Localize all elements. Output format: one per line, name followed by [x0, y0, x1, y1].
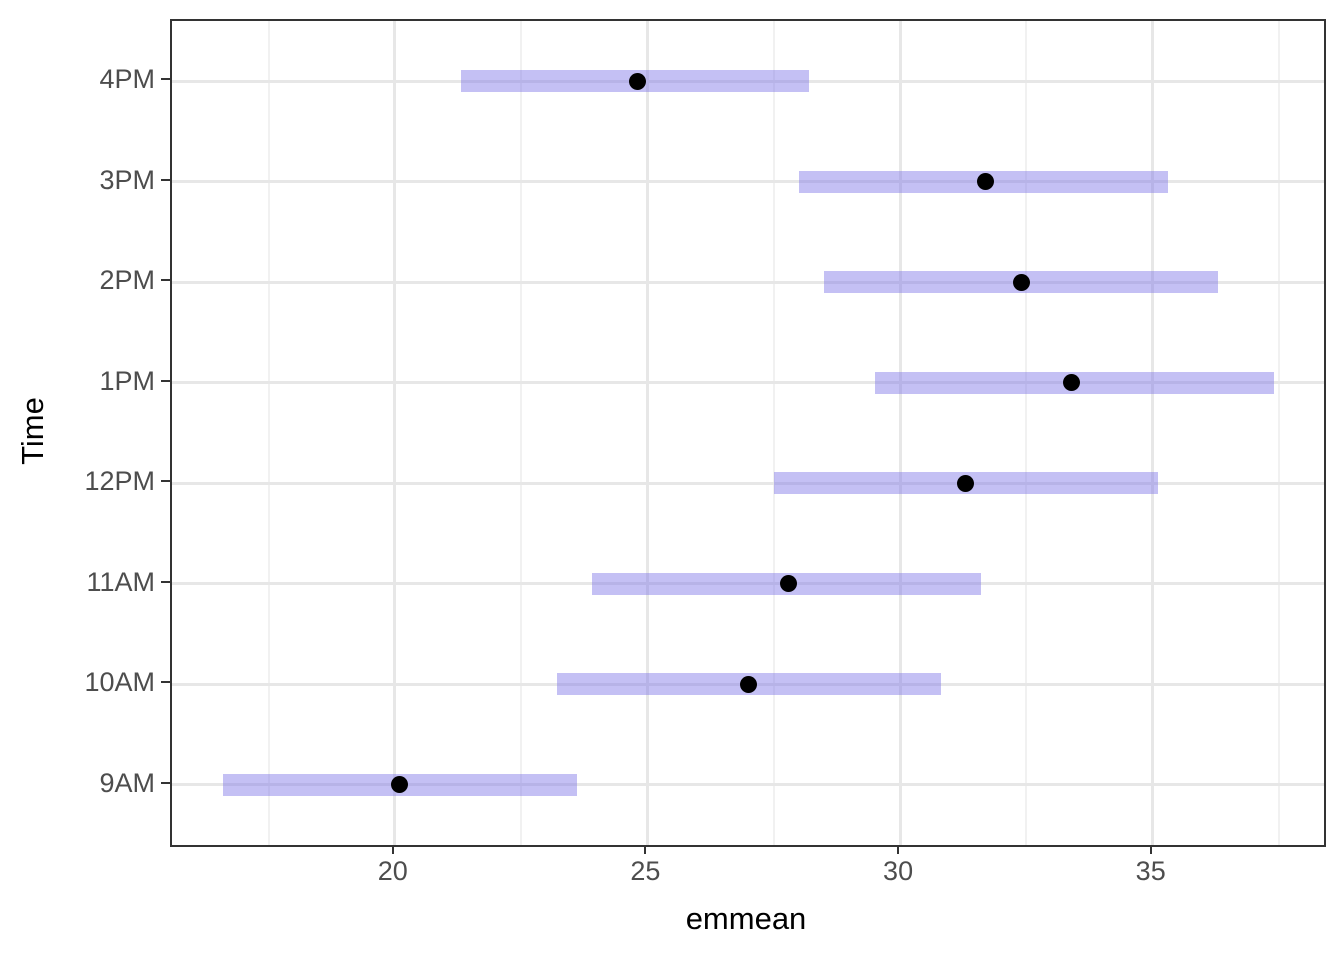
y-tick-label: 9AM: [99, 767, 155, 798]
x-tick-label: 20: [377, 856, 408, 886]
y-tick-label: 10AM: [84, 667, 155, 698]
y-tick-label: 12PM: [84, 466, 155, 497]
gridline-major-horizontal: [172, 783, 1324, 787]
y-tick-label: 2PM: [99, 265, 155, 296]
gridline-minor-vertical: [1278, 21, 1281, 845]
gridline-minor-vertical: [1025, 21, 1028, 845]
emmean-point: [740, 675, 757, 693]
x-axis-title: emmean: [685, 901, 807, 936]
x-axis-tick: [897, 845, 900, 854]
y-tick-label: 1PM: [99, 365, 155, 396]
emmean-point: [957, 474, 975, 492]
x-tick-label: 30: [883, 856, 914, 886]
x-tick-label: 25: [630, 856, 661, 886]
emmean-point: [391, 776, 409, 794]
y-tick-label: 3PM: [99, 164, 155, 195]
x-axis-tick: [644, 845, 647, 854]
plot-panel: [170, 19, 1326, 847]
gridline-major-vertical: [1151, 21, 1155, 845]
y-tick-label: 4PM: [99, 64, 155, 95]
y-axis-tick: [161, 379, 170, 382]
gridline-major-horizontal: [172, 79, 1324, 83]
y-axis-title: Time: [15, 397, 50, 465]
gridline-major-horizontal: [172, 481, 1324, 485]
emmean-point: [1012, 273, 1030, 291]
y-axis-tick: [161, 681, 170, 684]
gridline-major-horizontal: [172, 582, 1324, 586]
gridline-major-vertical: [645, 21, 649, 845]
gridline-minor-vertical: [267, 21, 270, 845]
emmean-point: [1063, 374, 1081, 392]
y-axis-tick: [161, 480, 170, 483]
emmean-point: [780, 575, 798, 593]
gridline-major-vertical: [898, 21, 902, 845]
y-axis-tick: [161, 781, 170, 784]
y-axis-tick: [161, 580, 170, 583]
x-tick-label: 35: [1135, 856, 1166, 886]
gridline-minor-vertical: [520, 21, 523, 845]
emmean-point: [977, 173, 995, 191]
gridline-major-horizontal: [172, 180, 1324, 184]
emmean-point: [628, 72, 646, 90]
gridline-minor-vertical: [772, 21, 775, 845]
x-axis-tick: [391, 845, 394, 854]
gridline-major-horizontal: [172, 381, 1324, 385]
y-axis-tick: [161, 178, 170, 181]
y-tick-label: 11AM: [86, 566, 155, 597]
gridline-major-vertical: [393, 21, 397, 845]
y-axis-tick: [161, 78, 170, 81]
gridline-major-horizontal: [172, 280, 1324, 284]
y-axis-tick: [161, 279, 170, 282]
x-axis-tick: [1149, 845, 1152, 854]
